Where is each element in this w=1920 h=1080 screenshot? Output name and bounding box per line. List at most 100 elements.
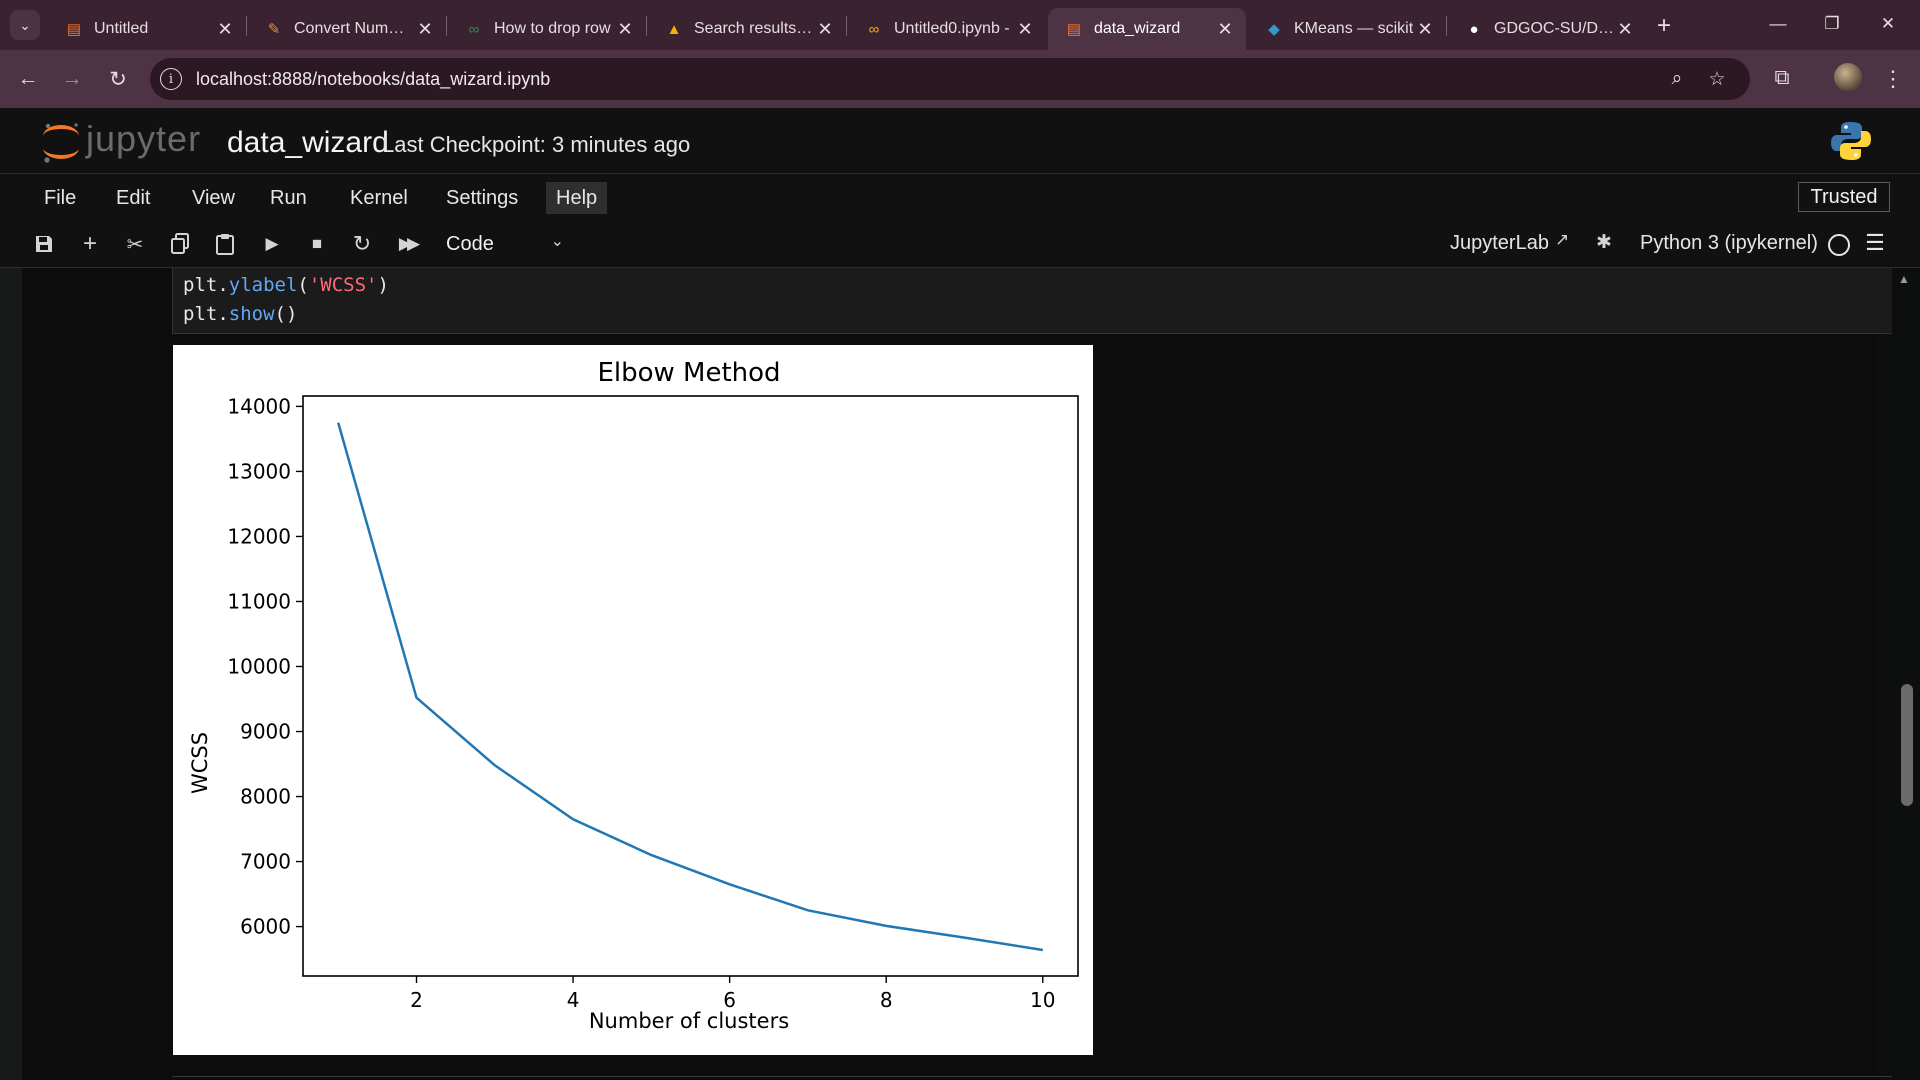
tab-title: Untitled xyxy=(94,20,149,37)
x-tick-label: 6 xyxy=(723,988,736,1012)
interrupt-kernel-icon[interactable]: ■ xyxy=(311,234,323,253)
browser-tab[interactable]: ✎ Convert NumPy a ✕ xyxy=(248,8,446,50)
forward-icon[interactable]: → xyxy=(61,67,83,90)
last-checkpoint-text: Last Checkpoint: 3 minutes ago xyxy=(382,132,691,157)
github-icon: ● xyxy=(1469,20,1479,38)
minimize-icon[interactable]: — xyxy=(1769,14,1787,33)
browser-menu-icon[interactable]: ⋮ xyxy=(1882,66,1904,91)
browser-tab[interactable]: ▲ Search results - G ✕ xyxy=(648,8,846,50)
extensions-puzzle-icon[interactable]: ⧉ xyxy=(1774,66,1790,89)
scikit-learn-icon: ◆ xyxy=(1268,21,1280,38)
browser-tab[interactable]: ▤ Untitled ✕ xyxy=(48,8,246,50)
y-tick-label: 14000 xyxy=(227,394,291,418)
reload-icon[interactable]: ↻ xyxy=(109,67,127,91)
scrollbar-thumb[interactable] xyxy=(1901,684,1913,806)
notebook-title[interactable]: data_wizard xyxy=(227,126,389,159)
paste-icon[interactable] xyxy=(211,230,239,258)
notebook-toolbar: + ✂ ▶ ■ ↻ ▶▶ Code ⌄ JupyterLab ↗ ✱ Pytho… xyxy=(0,220,1920,268)
close-tab-icon[interactable]: ✕ xyxy=(617,18,633,39)
close-tab-icon[interactable]: ✕ xyxy=(1217,18,1233,39)
close-tab-icon[interactable]: ✕ xyxy=(1017,18,1033,39)
kernel-status-idle-icon xyxy=(1828,234,1850,256)
close-tab-icon[interactable]: ✕ xyxy=(417,18,433,39)
address-bar[interactable]: i localhost:8888/notebooks/data_wizard.i… xyxy=(150,58,1750,100)
x-tick-label: 10 xyxy=(1030,988,1055,1012)
notebook-cells: plt.ylabel('WCSS') plt.show() Elbow Meth… xyxy=(22,268,1900,1080)
copy-icon[interactable] xyxy=(166,230,194,258)
back-icon[interactable]: ← xyxy=(17,67,39,90)
restart-run-all-icon[interactable]: ▶▶ xyxy=(398,234,420,253)
menu-run[interactable]: Run xyxy=(270,186,307,209)
restart-kernel-icon[interactable]: ↻ xyxy=(352,231,372,256)
python-logo-icon xyxy=(1831,122,1871,160)
debugger-bug-icon[interactable]: ✱ xyxy=(1596,232,1612,253)
tab-title: GDGOC-SU/Data xyxy=(1494,20,1614,37)
elbow-chart: Elbow Method WCSS Number of clusters 2 4 6… xyxy=(188,358,1079,1033)
chevron-down-icon: ⌄ xyxy=(550,233,564,250)
x-tick-label: 4 xyxy=(567,988,580,1012)
save-icon[interactable] xyxy=(30,230,58,258)
zoom-icon[interactable]: ⌕ xyxy=(1671,68,1683,89)
cell-output-plot: Elbow Method WCSS Number of clusters 2 4 6… xyxy=(173,345,1093,1055)
insert-cell-icon[interactable]: + xyxy=(82,230,97,257)
menu-help[interactable]: Help xyxy=(546,182,608,214)
browser-tab[interactable]: ∞ Untitled0.ipynb - ✕ xyxy=(848,8,1046,50)
y-tick-label: 13000 xyxy=(227,459,291,483)
code-line: plt.show() xyxy=(183,303,298,325)
browser-tab[interactable]: ▤ data_wizard ✕ xyxy=(1048,8,1246,50)
tab-title: Search results - G xyxy=(694,20,814,37)
notebook-area: plt.ylabel('WCSS') plt.show() Elbow Meth… xyxy=(0,268,1920,1080)
jupyter-logo-icon[interactable] xyxy=(40,120,82,164)
x-tick-label: 2 xyxy=(410,988,423,1012)
url-text[interactable]: localhost:8888/notebooks/data_wizard.ipy… xyxy=(196,69,551,89)
code-line: plt.ylabel('WCSS') xyxy=(183,274,389,296)
jupyter-header: jupyter data_wizard Last Checkpoint: 3 m… xyxy=(0,108,1920,174)
cell-type-value: Code xyxy=(446,232,494,255)
y-tick-label: 9000 xyxy=(240,720,291,744)
browser-tab[interactable]: ● GDGOC-SU/Data ✕ xyxy=(1448,8,1646,50)
y-tick-label: 7000 xyxy=(240,850,291,874)
cut-icon[interactable]: ✂ xyxy=(126,233,144,256)
x-tick-label: 8 xyxy=(880,988,893,1012)
close-tab-icon[interactable]: ✕ xyxy=(1617,18,1633,39)
cell-type-select[interactable]: Code ⌄ xyxy=(436,229,572,259)
y-tick-label: 12000 xyxy=(227,524,291,548)
tab-separator xyxy=(1446,16,1447,36)
cell-divider xyxy=(172,1076,1900,1077)
page-scrollbar[interactable]: ▲ xyxy=(1892,268,1920,1080)
run-cell-icon[interactable]: ▶ xyxy=(265,234,279,253)
scroll-up-arrow-icon[interactable]: ▲ xyxy=(1898,272,1910,286)
code-cell-editor[interactable]: plt.ylabel('WCSS') plt.show() xyxy=(172,268,1899,334)
chart-title: Elbow Method xyxy=(597,358,780,388)
menu-kernel[interactable]: Kernel xyxy=(350,186,408,209)
geeksforgeeks-icon: ∞ xyxy=(468,20,480,38)
kernel-name[interactable]: Python 3 (ipykernel) xyxy=(1640,232,1818,254)
browser-tab[interactable]: ∞ How to drop row ✕ xyxy=(448,8,646,50)
y-tick-label: 8000 xyxy=(240,785,291,809)
tab-separator xyxy=(646,16,647,36)
jupyter-notebook-icon: ▤ xyxy=(1066,21,1082,38)
close-tab-icon[interactable]: ✕ xyxy=(217,18,233,39)
restore-icon[interactable]: ❐ xyxy=(1824,14,1840,33)
menu-file[interactable]: File xyxy=(44,186,77,209)
close-tab-icon[interactable]: ✕ xyxy=(1417,18,1433,39)
new-tab-button[interactable]: + xyxy=(1656,12,1671,39)
feather-icon: ✎ xyxy=(267,21,281,38)
close-tab-icon[interactable]: ✕ xyxy=(817,18,833,39)
open-jupyterlab-link[interactable]: JupyterLab xyxy=(1450,232,1549,254)
menu-view[interactable]: View xyxy=(192,186,235,209)
site-info-icon[interactable]: i xyxy=(160,68,182,90)
menu-settings[interactable]: Settings xyxy=(446,186,519,209)
bookmark-star-icon[interactable]: ☆ xyxy=(1708,68,1726,90)
close-window-icon[interactable]: ✕ xyxy=(1880,14,1896,33)
series-line xyxy=(336,422,1043,952)
external-link-icon[interactable]: ↗ xyxy=(1555,230,1570,249)
jupyter-menu-bar: File Edit View Run Kernel Settings Help Truste… xyxy=(0,174,1920,220)
tab-search-dropdown-icon[interactable]: ⌄ xyxy=(10,10,40,40)
profile-avatar[interactable] xyxy=(1834,63,1862,91)
property-inspector-menu-icon[interactable]: ☰ xyxy=(1865,230,1885,255)
tab-title: KMeans — scikit xyxy=(1294,20,1414,37)
menu-edit[interactable]: Edit xyxy=(116,186,151,209)
trusted-indicator[interactable]: Trusted xyxy=(1798,182,1890,212)
browser-tab[interactable]: ◆ KMeans — scikit ✕ xyxy=(1248,8,1446,50)
